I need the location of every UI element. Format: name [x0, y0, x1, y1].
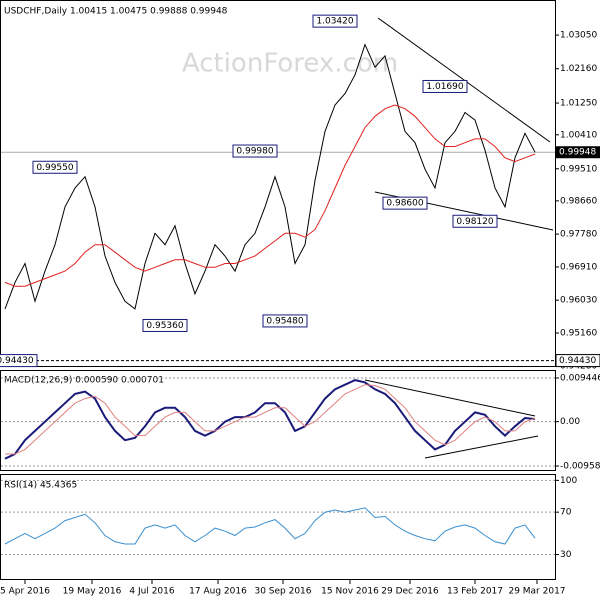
x-tick-label: 4 Jul 2016	[129, 587, 174, 597]
macd-frame	[0, 370, 556, 471]
y-tick-label: 100	[560, 476, 577, 486]
level-box	[142, 318, 188, 332]
y-tick-label: 0.96910	[560, 262, 597, 272]
series-line	[4, 379, 536, 460]
watermark: ActionForex.com	[182, 49, 398, 79]
x-tick-label: 30 Sep 2016	[254, 587, 311, 597]
series-line	[4, 43, 536, 310]
level-box-label: 0.98600	[386, 199, 423, 209]
y-tick-label: 30	[560, 550, 572, 560]
trend-line	[424, 435, 539, 459]
y-tick-label: 0.95160	[560, 329, 597, 339]
macd-title: MACD(12,26,9) 0.000590 0.000701	[4, 376, 164, 386]
price-frame	[0, 0, 556, 367]
y-tick-label: -0.009588	[560, 462, 600, 472]
y-tick-label: 1.02160	[560, 64, 597, 74]
chart-title: USDCHF,Daily 1.00415 1.00475 0.99888 0.9…	[4, 7, 228, 17]
y-tick-label: 0.96030	[560, 296, 597, 306]
series-line	[5, 384, 536, 455]
y-tick-label: 0.97780	[560, 230, 597, 240]
x-tick-label: 29 Mar 2017	[508, 587, 565, 597]
y-tick-label: 0.009446	[560, 374, 600, 384]
y-tick-label: 70	[560, 508, 572, 518]
x-tick-label: 13 Feb 2017	[447, 587, 503, 597]
level-tag	[555, 354, 600, 368]
level-box	[422, 79, 468, 93]
y-tick-label: 0.99510	[560, 164, 597, 174]
y-tick-label: 0.00	[560, 417, 580, 427]
level-box-label: 0.94430	[0, 356, 34, 366]
level-box	[0, 354, 38, 368]
rsi-title: RSI(14) 45.4365	[4, 481, 77, 491]
x-tick-label: 5 Apr 2016	[0, 587, 50, 597]
x-tick-label: 29 Dec 2016	[381, 587, 439, 597]
y-tick-label: 1.03050	[560, 31, 597, 41]
level-box-label: 0.95360	[146, 321, 183, 331]
rsi-frame	[0, 474, 556, 580]
series-line	[4, 104, 536, 287]
level-box	[32, 160, 78, 174]
current-tag	[556, 146, 600, 159]
current-label: 0.99948	[559, 148, 596, 158]
level-box-label: 1.01690	[426, 82, 463, 92]
level-label: 0.94430	[559, 356, 596, 366]
x-tick-label: 19 May 2016	[63, 587, 122, 597]
y-tick-label: 1.01250	[560, 99, 597, 109]
level-box-label: 0.99550	[36, 163, 73, 173]
level-box	[312, 14, 358, 28]
level-box-label: 0.95480	[266, 316, 303, 326]
level-box-label: 0.98120	[456, 217, 493, 227]
level-box-label: 0.99980	[236, 147, 273, 157]
y-tick-label: 1.00410	[560, 130, 597, 140]
level-box	[232, 144, 278, 158]
level-box-label: 1.03420	[316, 17, 353, 27]
level-box	[262, 314, 308, 328]
series-line	[4, 507, 536, 545]
x-tick-label: 15 Nov 2016	[321, 587, 379, 597]
trend-line	[364, 379, 536, 417]
x-tick-label: 17 Aug 2016	[189, 587, 247, 597]
y-tick-label: 0.98660	[560, 196, 597, 206]
level-box	[452, 214, 498, 228]
level-box	[382, 196, 428, 210]
